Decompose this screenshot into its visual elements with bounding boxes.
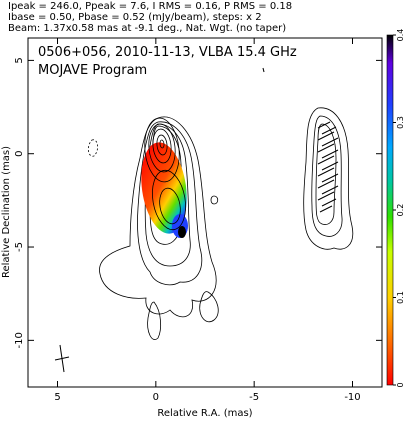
axis-ticks: 5 0 -5 -10 5 0 -5 -10	[14, 38, 382, 403]
left-panel-contours	[99, 116, 219, 340]
colorbar-ticks: 0 0.1 0.2 0.3 0.4	[393, 29, 405, 388]
isolated-contour-left	[210, 195, 219, 205]
header-line-3: Beam: 1.37x0.58 mas at -9.1 deg., Nat. W…	[8, 23, 287, 34]
contour-2	[137, 121, 203, 286]
contour-5	[199, 291, 219, 323]
y-axis-title: Relative Declination (mas)	[1, 146, 12, 278]
polarized-knot-peak	[178, 226, 186, 238]
colorbar	[386, 34, 394, 386]
y-tick-label: 0	[14, 151, 25, 157]
colorbar-tick-label: 0	[396, 382, 405, 387]
x-axis-title: Relative R.A. (mas)	[157, 408, 252, 419]
polarized-emission-map	[141, 142, 187, 234]
y-tick-label: -10	[14, 332, 25, 348]
x-tick-label: -5	[249, 392, 259, 403]
plot-frame	[27, 37, 383, 388]
x-tick-label: 5	[54, 392, 60, 403]
header-line-1: Ipeak = 246.0, Ppeak = 7.6, I RMS = 0.16…	[8, 1, 293, 12]
header-line-2: Ibase = 0.50, Pbase = 0.52 (mJy/beam), s…	[8, 12, 262, 23]
contour-6	[147, 301, 162, 340]
y-tick-label: 5	[14, 57, 25, 63]
y-tick-label: -5	[14, 242, 25, 252]
core-contours	[144, 117, 186, 231]
polarization-vectors	[317, 121, 339, 213]
x-tick-label: 0	[153, 392, 159, 403]
contour-3	[144, 123, 191, 267]
map-title: 0506+056, 2010-11-13, VLBA 15.4 GHz	[38, 45, 297, 60]
colorbar-tick-label: 0.2	[396, 204, 405, 217]
negative-contour-left	[88, 139, 98, 157]
beam-marker	[54, 344, 70, 373]
colorbar-tick-label: 0.4	[396, 29, 405, 42]
noise-mark	[262, 67, 265, 73]
program-label: MOJAVE Program	[38, 63, 147, 78]
colorbar-tick-label: 0.1	[396, 291, 405, 304]
x-tick-label: -10	[344, 392, 360, 403]
colorbar-tick-label: 0.3	[396, 116, 405, 129]
